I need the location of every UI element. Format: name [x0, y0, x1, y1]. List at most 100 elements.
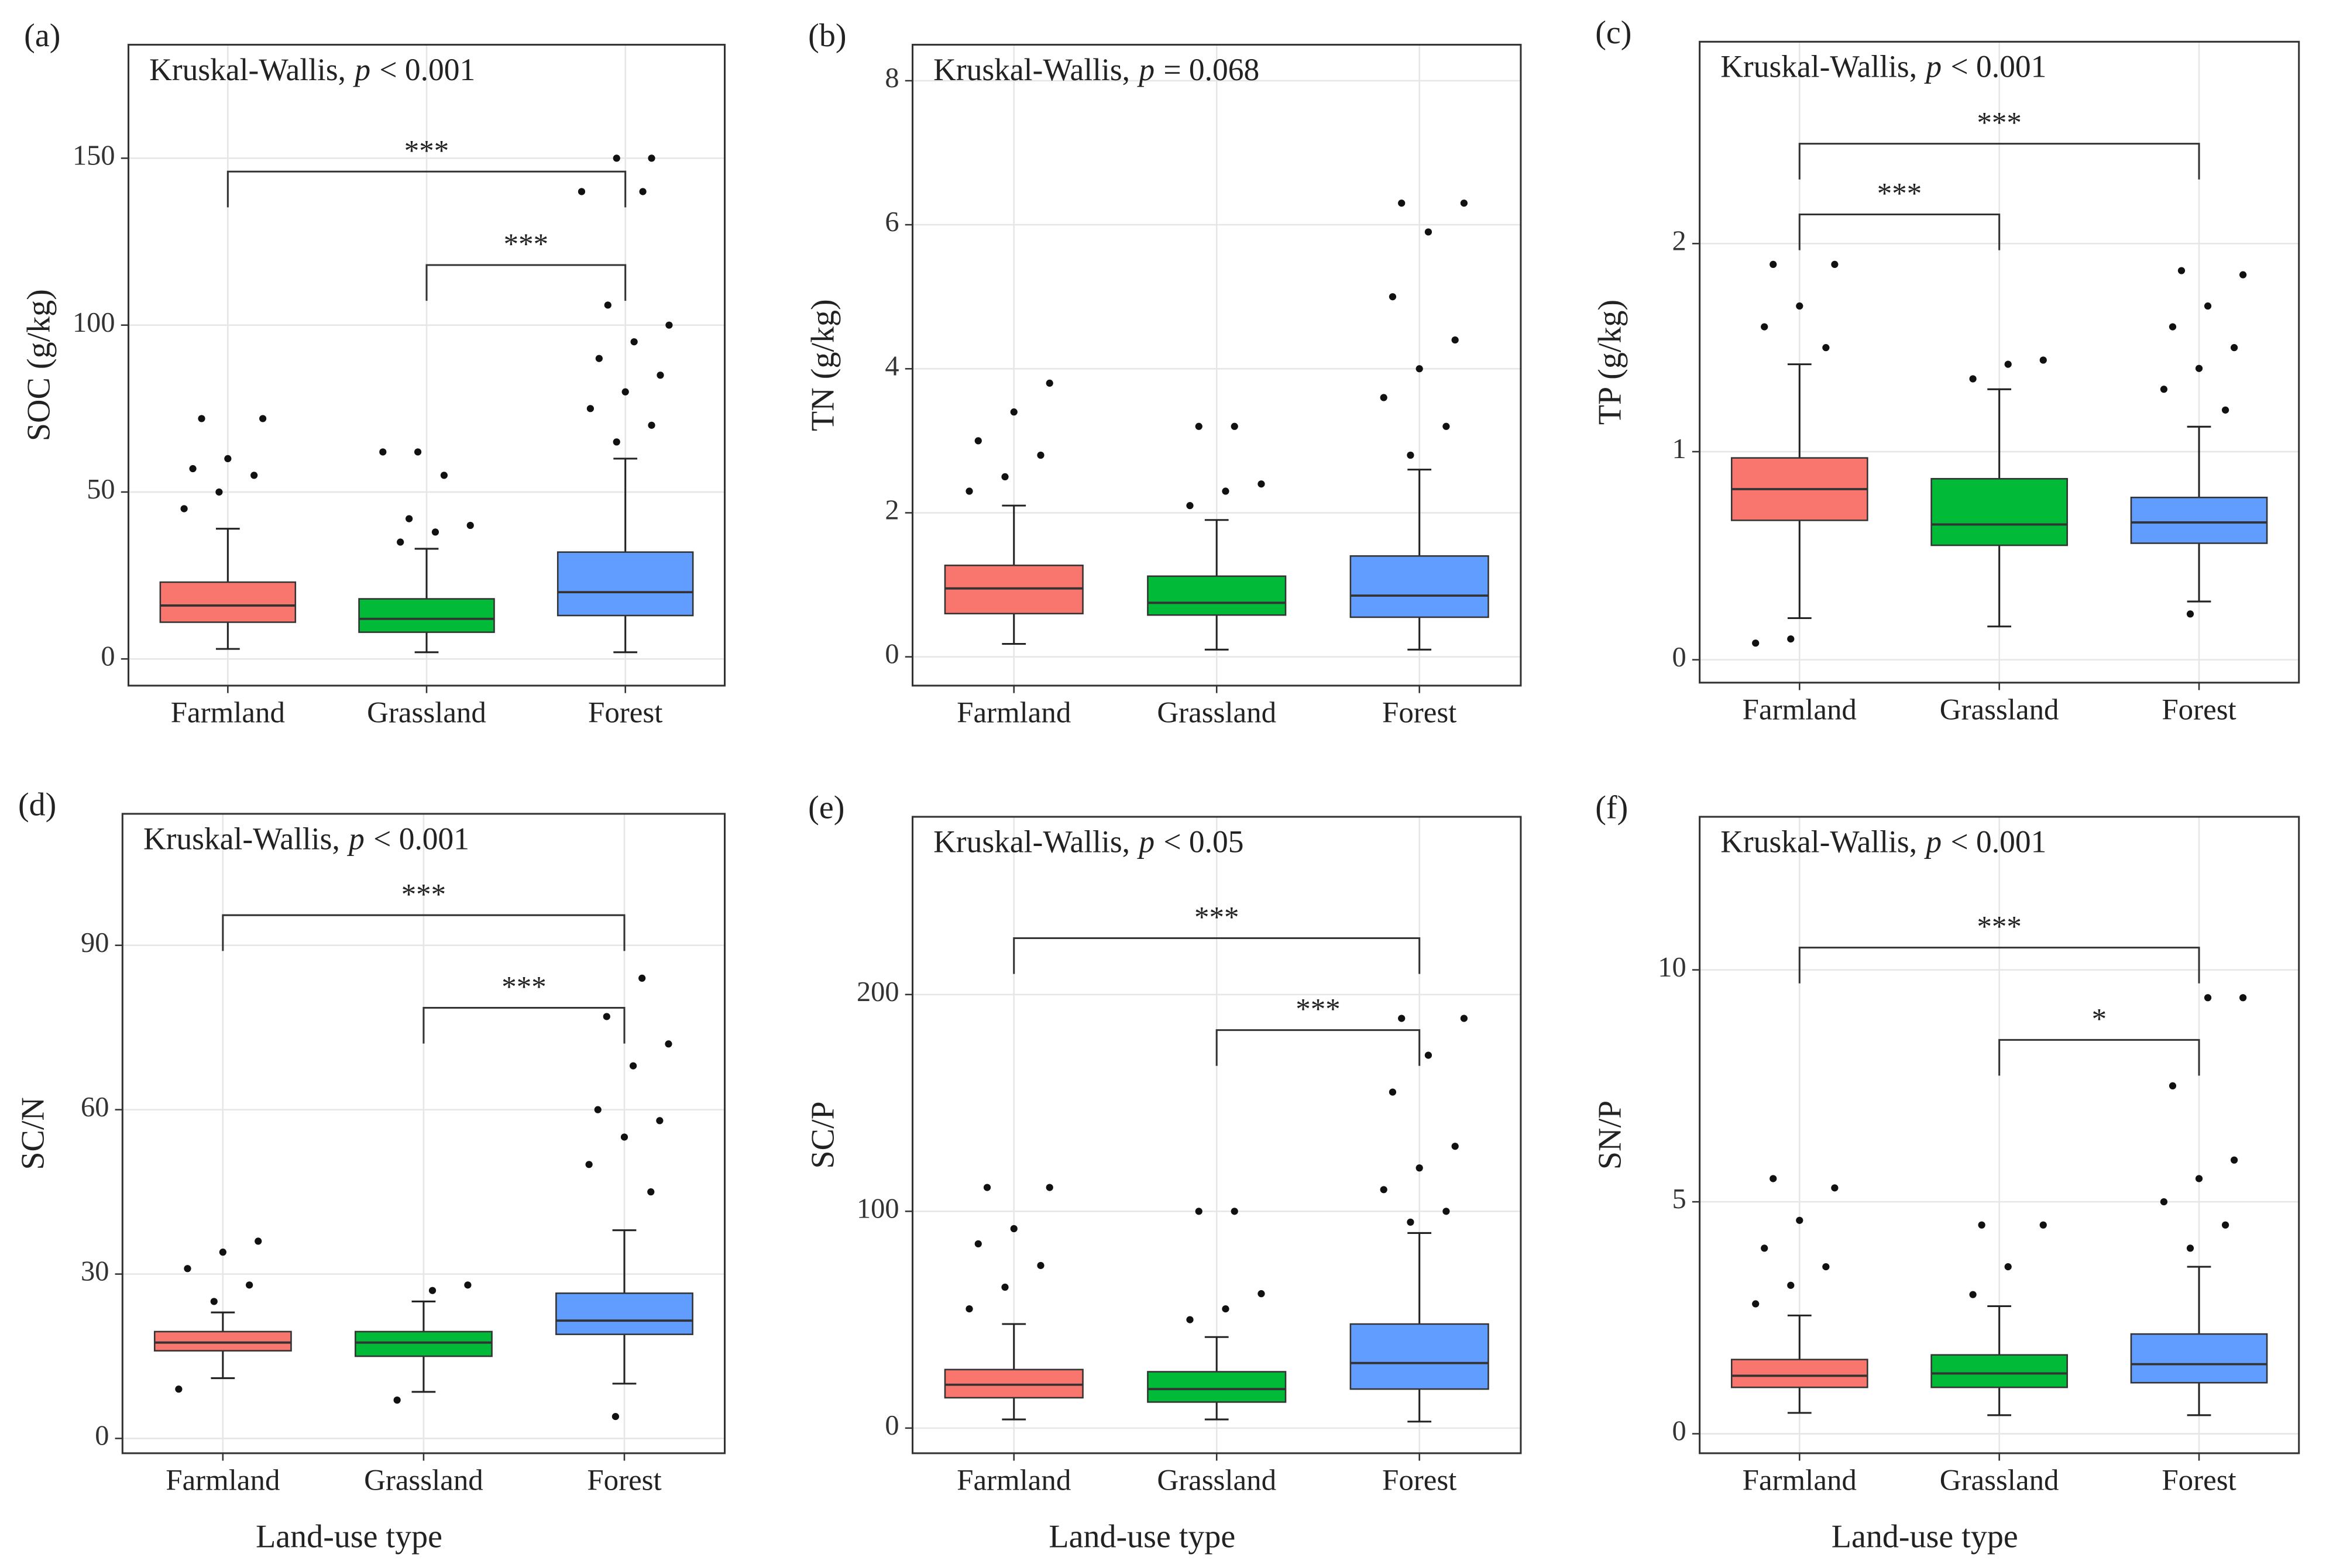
outlier-point: [1460, 1015, 1468, 1022]
outlier-point: [1398, 1015, 1406, 1022]
outlier-point: [1037, 1261, 1045, 1270]
outlier-point: [175, 1385, 183, 1393]
outlier-point: [2186, 1244, 2194, 1252]
y-tick-label: 6: [885, 207, 899, 238]
significance-bracket: [1215, 1029, 1421, 1066]
significance-label: *: [2092, 1003, 2107, 1036]
annotation-test: Kruskal-Wallis,: [1720, 824, 1917, 859]
outlier-point: [1398, 200, 1406, 207]
x-tick-label: Forest: [1382, 697, 1456, 730]
outlier-point: [1770, 260, 1777, 269]
significance-label: ***: [1296, 993, 1340, 1026]
box: [1730, 1359, 1868, 1388]
outlier-point: [1424, 1051, 1432, 1059]
annotation: Kruskal-Wallis, p < 0.001: [149, 52, 475, 87]
box: [555, 1292, 693, 1335]
outlier-point: [464, 1281, 472, 1289]
panel-border: [911, 43, 1522, 687]
panel-border: [911, 816, 1522, 1454]
significance-bracket: [1013, 937, 1421, 974]
x-tick-label: Farmland: [957, 1464, 1071, 1497]
x-tick-label: Grassland: [1157, 1464, 1276, 1497]
outlier-point: [2230, 344, 2238, 352]
outlier-point: [440, 472, 448, 479]
annotation: Kruskal-Wallis, p = 0.068: [933, 52, 1259, 87]
significance-label: ***: [1194, 902, 1239, 934]
outlier-point: [1046, 379, 1053, 387]
annotation-test: Kruskal-Wallis,: [933, 824, 1130, 859]
outlier-point: [210, 1298, 218, 1305]
significance-bracket: [226, 170, 627, 208]
outlier-point: [2221, 406, 2229, 414]
outlier-point: [1451, 1143, 1459, 1150]
outlier-point: [966, 1305, 973, 1313]
outlier-point: [1195, 422, 1202, 430]
y-tick-label: 8: [885, 63, 899, 94]
outlier-point: [656, 1117, 664, 1125]
outlier-point: [184, 1265, 191, 1273]
x-tick-label: Grassland: [1157, 697, 1276, 730]
annotation-p-text: = 0.068: [1163, 52, 1259, 87]
y-axis-label: TN (g/kg): [805, 299, 841, 431]
outlier-point: [246, 1281, 253, 1289]
outlier-point: [406, 515, 413, 522]
outlier-point: [1407, 1218, 1414, 1226]
outlier-point: [1046, 1184, 1053, 1191]
annotation-p-symbol: p: [1136, 824, 1155, 859]
outlier-point: [1460, 200, 1468, 207]
annotation-test: Kruskal-Wallis,: [149, 52, 346, 87]
x-tick-label: Forest: [1382, 1464, 1456, 1497]
outlier-point: [1001, 1283, 1009, 1291]
outlier-point: [621, 388, 629, 396]
outlier-point: [1978, 1221, 1985, 1229]
outlier-point: [1442, 422, 1450, 430]
y-tick-label: 30: [81, 1256, 109, 1287]
panel-border: [121, 813, 726, 1454]
y-axis-label: SOC (g/kg): [21, 289, 57, 441]
outlier-point: [2169, 323, 2177, 331]
y-tick-label: 150: [73, 140, 115, 171]
x-tick-label: Farmland: [166, 1464, 280, 1497]
y-tick-label: 1: [1672, 434, 1686, 465]
significance-bracket: [1798, 143, 2200, 180]
outlier-point: [393, 1396, 401, 1404]
outlier-point: [630, 338, 638, 346]
outlier-point: [189, 465, 197, 473]
outlier-point: [648, 154, 655, 162]
outlier-point: [639, 188, 647, 195]
outlier-point: [620, 1133, 628, 1141]
outlier-point: [1442, 1208, 1450, 1215]
box: [355, 1330, 493, 1357]
x-tick-label: Grassland: [364, 1464, 483, 1497]
outlier-point: [1761, 1244, 1768, 1252]
x-tick-label: Farmland: [1743, 1464, 1857, 1497]
y-tick-label: 60: [81, 1092, 109, 1123]
outlier-point: [1231, 422, 1238, 430]
outlier-point: [974, 1240, 982, 1248]
outlier-point: [2230, 1156, 2238, 1164]
outlier-point: [2221, 1221, 2229, 1229]
outlier-point: [974, 437, 982, 445]
box: [1147, 575, 1287, 616]
annotation-p-text: < 0.001: [1950, 824, 2046, 859]
panel-label: (e): [808, 790, 844, 826]
outlier-point: [215, 488, 223, 496]
outlier-point: [1037, 451, 1045, 459]
panel-label: (b): [808, 18, 846, 54]
outlier-point: [2160, 1198, 2168, 1206]
outlier-point: [2004, 1263, 2012, 1271]
significance-label: ***: [1877, 178, 1922, 211]
outlier-point: [1389, 293, 1397, 301]
outlier-point: [1770, 1175, 1777, 1182]
y-tick-label: 2: [885, 495, 899, 526]
significance-bracket: [425, 264, 627, 301]
x-tick-label: Forest: [2162, 1464, 2236, 1497]
significance-bracket: [1998, 1039, 2200, 1076]
outlier-point: [966, 487, 973, 495]
y-tick-label: 50: [87, 474, 115, 505]
y-tick-label: 100: [857, 1193, 899, 1224]
outlier-point: [428, 1287, 437, 1294]
x-axis-label: Land-use type: [1049, 1518, 1235, 1555]
outlier-point: [255, 1237, 262, 1245]
outlier-point: [657, 372, 664, 379]
